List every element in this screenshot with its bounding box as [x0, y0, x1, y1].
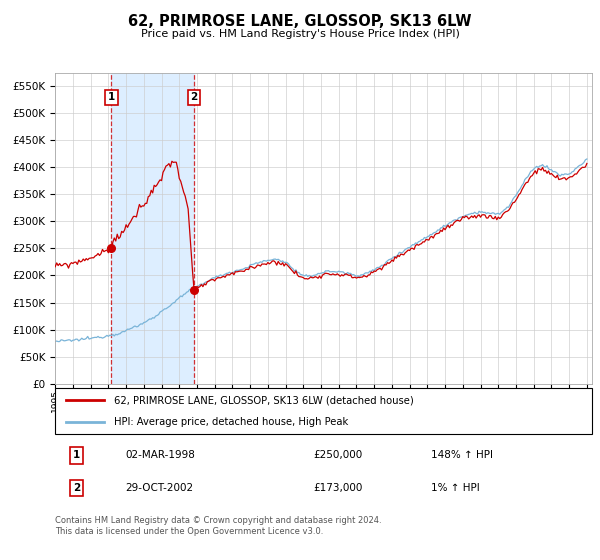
Text: £173,000: £173,000 [313, 483, 362, 493]
Bar [112, 73, 194, 384]
Text: £250,000: £250,000 [313, 450, 362, 460]
Text: 1: 1 [108, 92, 115, 102]
Text: HPI: Average price, detached house, High Peak: HPI: Average price, detached house, High… [114, 417, 349, 427]
Text: 62, PRIMROSE LANE, GLOSSOP, SK13 6LW: 62, PRIMROSE LANE, GLOSSOP, SK13 6LW [128, 14, 472, 29]
Text: 62, PRIMROSE LANE, GLOSSOP, SK13 6LW (detached house): 62, PRIMROSE LANE, GLOSSOP, SK13 6LW (de… [114, 395, 414, 405]
Text: 2: 2 [190, 92, 197, 102]
Text: 1% ↑ HPI: 1% ↑ HPI [431, 483, 480, 493]
Text: 29-OCT-2002: 29-OCT-2002 [125, 483, 193, 493]
Text: Contains HM Land Registry data © Crown copyright and database right 2024.
This d: Contains HM Land Registry data © Crown c… [55, 516, 382, 536]
Text: 02-MAR-1998: 02-MAR-1998 [125, 450, 195, 460]
Text: Price paid vs. HM Land Registry's House Price Index (HPI): Price paid vs. HM Land Registry's House … [140, 29, 460, 39]
Text: 2: 2 [73, 483, 80, 493]
Text: 148% ↑ HPI: 148% ↑ HPI [431, 450, 493, 460]
Text: 1: 1 [73, 450, 80, 460]
